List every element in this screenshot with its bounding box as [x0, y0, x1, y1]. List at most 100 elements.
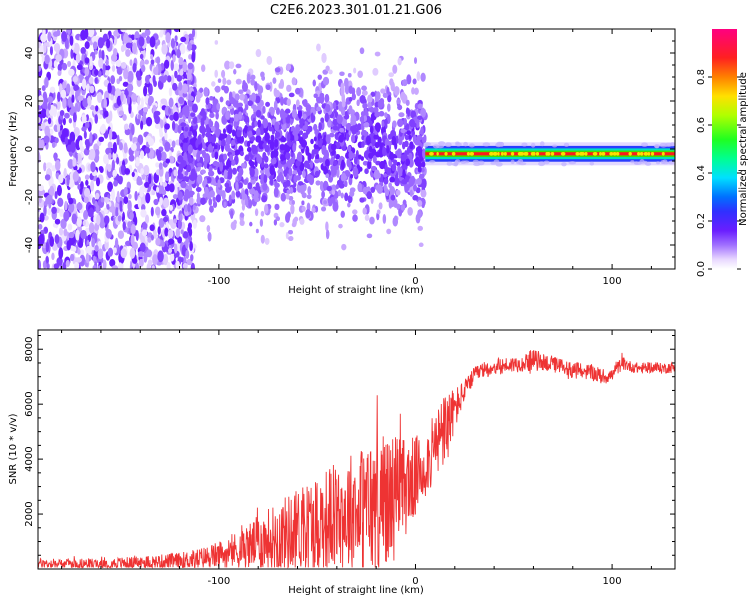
spectrogram-cell — [53, 42, 61, 53]
spectrogram-cell — [270, 157, 277, 165]
spectrogram-cell — [318, 122, 322, 132]
spectrogram-cell — [107, 181, 113, 192]
spectrogram-cell — [277, 173, 282, 183]
spectrogram-cell — [377, 136, 382, 144]
spectrogram-cell — [378, 110, 385, 117]
spectrogram-cell — [417, 103, 423, 109]
spectrogram-cell — [561, 162, 567, 167]
spectrogram-cell — [371, 165, 377, 172]
spectrogram-cell — [69, 131, 76, 144]
spectrogram-cell — [103, 197, 110, 203]
spectrogram-cell — [49, 236, 55, 247]
spectrogram-cell — [543, 160, 550, 165]
spectrogram-cell — [67, 96, 72, 108]
spectrogram-cell — [398, 112, 405, 118]
spectrogram-cell — [69, 253, 75, 262]
spectrogram-cell — [221, 70, 226, 78]
spectrogram-cell — [192, 204, 196, 211]
spectrogram-cell — [96, 91, 103, 104]
spectrogram-cell — [103, 207, 109, 214]
spectrogram-cell — [109, 110, 113, 122]
spectrogram-cell — [359, 197, 365, 203]
spectrogram-cell — [344, 192, 349, 202]
spectrogram-cell — [201, 108, 205, 114]
spectrogram-cell — [260, 210, 265, 217]
spectrogram-cell — [223, 169, 228, 180]
spectrogram-cell — [418, 242, 424, 247]
spectrogram-cell — [134, 190, 138, 201]
spectrogram-cell — [214, 85, 221, 93]
spectrogram-cell — [140, 96, 144, 109]
spectrogram-cell — [95, 105, 99, 112]
spectrogram-cell — [196, 192, 200, 201]
spectrogram-cell — [393, 217, 398, 226]
spectrogram-cell — [218, 138, 222, 147]
spectrogram-cell — [244, 154, 250, 162]
spectrogram-cell — [55, 54, 62, 62]
spectrogram-cell — [261, 195, 268, 203]
spectrogram-cell — [92, 264, 97, 269]
spectrogram-cell — [139, 186, 144, 198]
spectrogram-cell — [250, 79, 256, 86]
spectrogram-cell — [163, 59, 170, 69]
spectrogram-cell — [420, 189, 427, 198]
spectrogram-cell — [105, 58, 109, 67]
spectrogram-cell — [94, 68, 99, 76]
spectrogram-cell — [204, 153, 211, 163]
spectrogram-cell — [105, 38, 111, 49]
spectrogram-cell — [229, 96, 235, 105]
spectrogram-cell — [421, 161, 426, 168]
spectrogram-cell — [454, 160, 459, 166]
spectrogram-cell — [374, 111, 381, 118]
spectrogram-cell — [165, 171, 170, 182]
spectrogram-cell — [185, 249, 190, 260]
spectrogram-cell — [400, 91, 406, 101]
spectrogram-cell — [324, 112, 329, 123]
spectrogram-cell — [73, 42, 80, 54]
spectrogram-cell — [113, 180, 119, 187]
spectrogram-cell — [135, 156, 140, 167]
spectrogram-cell — [207, 134, 213, 143]
spectrogram-cell — [125, 42, 133, 49]
spectrogram-cell — [99, 109, 104, 115]
spectrogram-cell — [124, 123, 129, 130]
spectrogram-cell — [255, 49, 262, 58]
spectrogram-cell — [144, 74, 151, 84]
spectrogram-cell — [132, 258, 138, 264]
tone-band-peak — [500, 152, 504, 156]
spectrogram-cell — [411, 122, 417, 128]
spectrogram-cell — [151, 189, 156, 196]
tone-band-peak — [532, 152, 536, 156]
spectrogram-cell — [192, 116, 198, 125]
spectrogram-cell — [140, 209, 147, 218]
spectrogram-cell — [366, 135, 371, 145]
spectrogram-cell — [417, 166, 422, 173]
spectrogram-cell — [177, 124, 182, 134]
spectrogram-cell — [126, 94, 131, 105]
spectrogram-cell — [256, 127, 261, 138]
spectrogram-cell — [370, 186, 376, 193]
spectrogram-cell — [270, 107, 275, 116]
spectrogram-cell — [228, 166, 233, 177]
spectrogram-cell — [568, 161, 577, 165]
spectrogram-cell — [168, 204, 174, 211]
spectrogram-cell — [57, 197, 64, 207]
spectrogram-cell — [302, 113, 307, 120]
spectrogram-cell — [86, 36, 91, 42]
spectrogram-cell — [44, 76, 49, 88]
spectrogram-cell — [340, 192, 344, 199]
spectrogram-cell — [630, 160, 635, 164]
spectrogram-cell — [72, 171, 79, 182]
spectrogram-cell — [143, 252, 148, 263]
spectrogram-cell — [642, 160, 648, 164]
spectrogram-cell — [438, 141, 446, 146]
spectrogram-cell — [169, 183, 175, 193]
spectrogram-cell — [389, 78, 394, 86]
spectrogram-cell — [260, 115, 265, 120]
spectrogram-cell — [301, 200, 305, 206]
spectrogram-cell — [340, 159, 345, 170]
spectrogram-cell — [352, 209, 358, 215]
spectrogram-cell — [72, 157, 77, 167]
colorbar-axes: 0.0 0.2 0.4 0.6 0.8 — [696, 69, 741, 277]
spectrogram-cell — [51, 141, 56, 149]
